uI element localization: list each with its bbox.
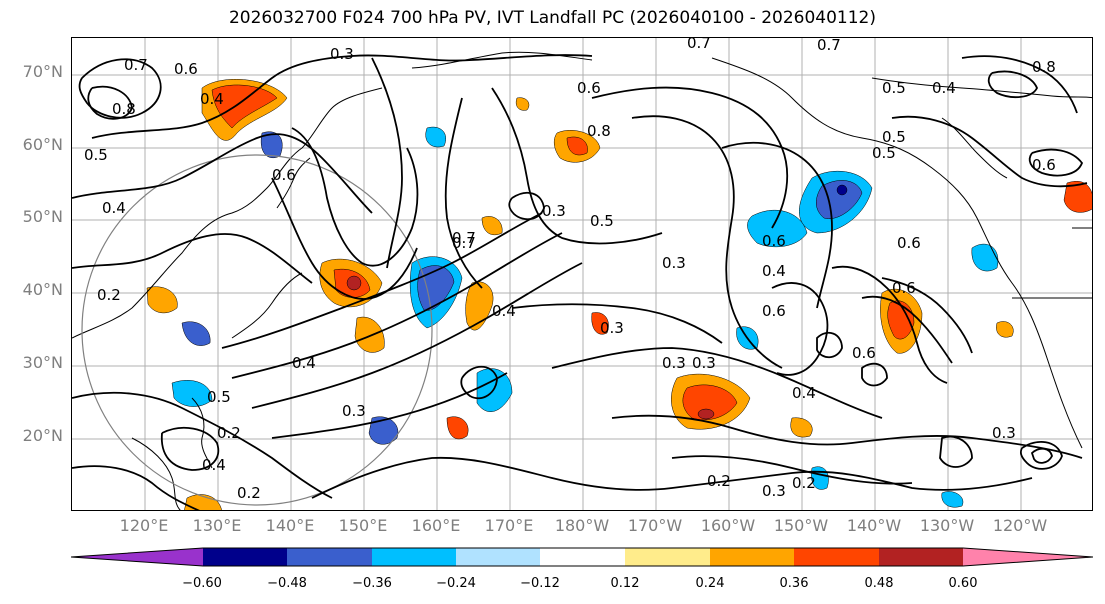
lat-label-70n: 70°N (22, 62, 63, 81)
lon-label: 160°W (700, 516, 756, 535)
colorbar-segment (625, 548, 710, 566)
lon-label: 130°E (192, 516, 242, 535)
contour-label: 0.3 (330, 45, 354, 63)
lat-label-40n: 40°N (22, 280, 63, 299)
contour-label: 0.7 (687, 38, 711, 52)
colorbar-segment (71, 548, 203, 566)
colorbar (71, 547, 1093, 567)
contour-label: 0.3 (600, 319, 624, 337)
lon-label: 120°W (992, 516, 1048, 535)
lon-label: 150°E (338, 516, 388, 535)
contour-label: 0.3 (542, 202, 566, 220)
map-panel: 0.7 0.6 0.8 0.5 0.6 0.3 0.4 0.8 0.7 0.6 … (71, 37, 1093, 511)
colorbar-tick: −0.36 (352, 576, 392, 591)
map-title: 2026032700 F024 700 hPa PV, IVT Landfall… (228, 8, 876, 28)
contour-label: 0.4 (492, 302, 516, 320)
lon-label: 170°E (484, 516, 534, 535)
contour-label: 0.4 (202, 456, 226, 474)
contour-label: 0.6 (1032, 156, 1056, 174)
pv-shading (146, 79, 1092, 510)
contour-label: 0.2 (217, 424, 241, 442)
contour-label: 0.5 (882, 79, 906, 97)
contour-label: 0.3 (762, 482, 786, 500)
contour-label: 0.2 (97, 286, 121, 304)
contour-label: 0.4 (762, 262, 786, 280)
contour-label: 0.6 (762, 302, 786, 320)
coastlines (72, 51, 1092, 510)
range-ring (81, 154, 433, 506)
colorbar-tick: 0.24 (695, 576, 725, 591)
contour-label: 0.5 (590, 212, 614, 230)
contour-label: 0.5 (882, 128, 906, 146)
contour-label: 0.6 (762, 232, 786, 250)
colorbar-tick: −0.60 (182, 576, 222, 591)
contour-label: 0.2 (237, 484, 261, 502)
colorbar-segment (540, 548, 625, 566)
contour-label: 0.5 (207, 388, 231, 406)
contour-label: 0.4 (292, 354, 316, 372)
contour-label: 0.7 (124, 56, 148, 74)
contour-label: 0.6 (897, 234, 921, 252)
contour-label: 0.8 (587, 122, 611, 140)
colorbar-segments (71, 547, 1093, 567)
contour-label: 0.2 (707, 472, 731, 490)
lon-label: 150°W (773, 516, 829, 535)
colorbar-tick: 0.48 (864, 576, 894, 591)
map-plot: 0.7 0.6 0.8 0.5 0.6 0.3 0.4 0.8 0.7 0.6 … (72, 38, 1092, 510)
lat-label-60n: 60°N (22, 135, 63, 154)
pv-contours (72, 54, 1088, 510)
colorbar-segment (794, 548, 879, 566)
colorbar-outline (71, 547, 1093, 567)
colorbar-segment (710, 548, 794, 566)
colorbar-tick: 0.36 (779, 576, 809, 591)
contour-label: 0.4 (200, 90, 224, 108)
contour-label: 0.6 (852, 344, 876, 362)
contour-label: 0.6 (174, 60, 198, 78)
contour-label: 0.6 (272, 166, 296, 184)
contour-label-group: 0.7 0.6 0.8 0.5 0.6 0.3 0.4 0.8 0.7 0.6 … (84, 38, 1056, 502)
contour-label: 0.3 (662, 354, 686, 372)
contour-label: 0.8 (1032, 58, 1056, 76)
contour-label: 0.5 (84, 146, 108, 164)
contour-label: 0.4 (102, 199, 126, 217)
contour-label: 0.4 (932, 79, 956, 97)
colorbar-segment (963, 548, 1093, 566)
colorbar-tick: −0.24 (436, 576, 476, 591)
lat-label-20n: 20°N (22, 426, 63, 445)
colorbar-tick: 0.60 (948, 576, 978, 591)
contour-label: 0.3 (342, 402, 366, 420)
lon-label: 130°W (919, 516, 975, 535)
colorbar-tick: −0.48 (267, 576, 307, 591)
contour-label: 0.2 (792, 474, 816, 492)
contour-label: 0.3 (992, 424, 1016, 442)
lon-label: 140°E (265, 516, 315, 535)
colorbar-segment (879, 548, 963, 566)
contour-label: 0.5 (872, 144, 896, 162)
contour-label: 0.6 (892, 279, 916, 297)
lon-label: 120°E (119, 516, 169, 535)
colorbar-segment (287, 548, 372, 566)
lon-label: 170°W (627, 516, 683, 535)
lat-label-30n: 30°N (22, 353, 63, 372)
contour-label: 0.4 (792, 384, 816, 402)
colorbar-segment (456, 548, 540, 566)
lon-label: 160°E (411, 516, 461, 535)
contour-label: 0.8 (112, 100, 136, 118)
contour-label: 0.3 (692, 354, 716, 372)
lon-label: 140°W (846, 516, 902, 535)
contour-label: 0.7 (817, 38, 841, 54)
contour-label: 0.6 (577, 79, 601, 97)
lat-label-50n: 50°N (22, 207, 63, 226)
colorbar-segment (203, 548, 287, 566)
contour-label: 0.3 (662, 254, 686, 272)
lon-label: 180°W (554, 516, 610, 535)
colorbar-tick: 0.12 (610, 576, 640, 591)
contour-label: 0.7 (452, 234, 476, 252)
colorbar-segment (372, 548, 456, 566)
contour-label: 0.7 (452, 229, 476, 247)
colorbar-tick: −0.12 (520, 576, 560, 591)
